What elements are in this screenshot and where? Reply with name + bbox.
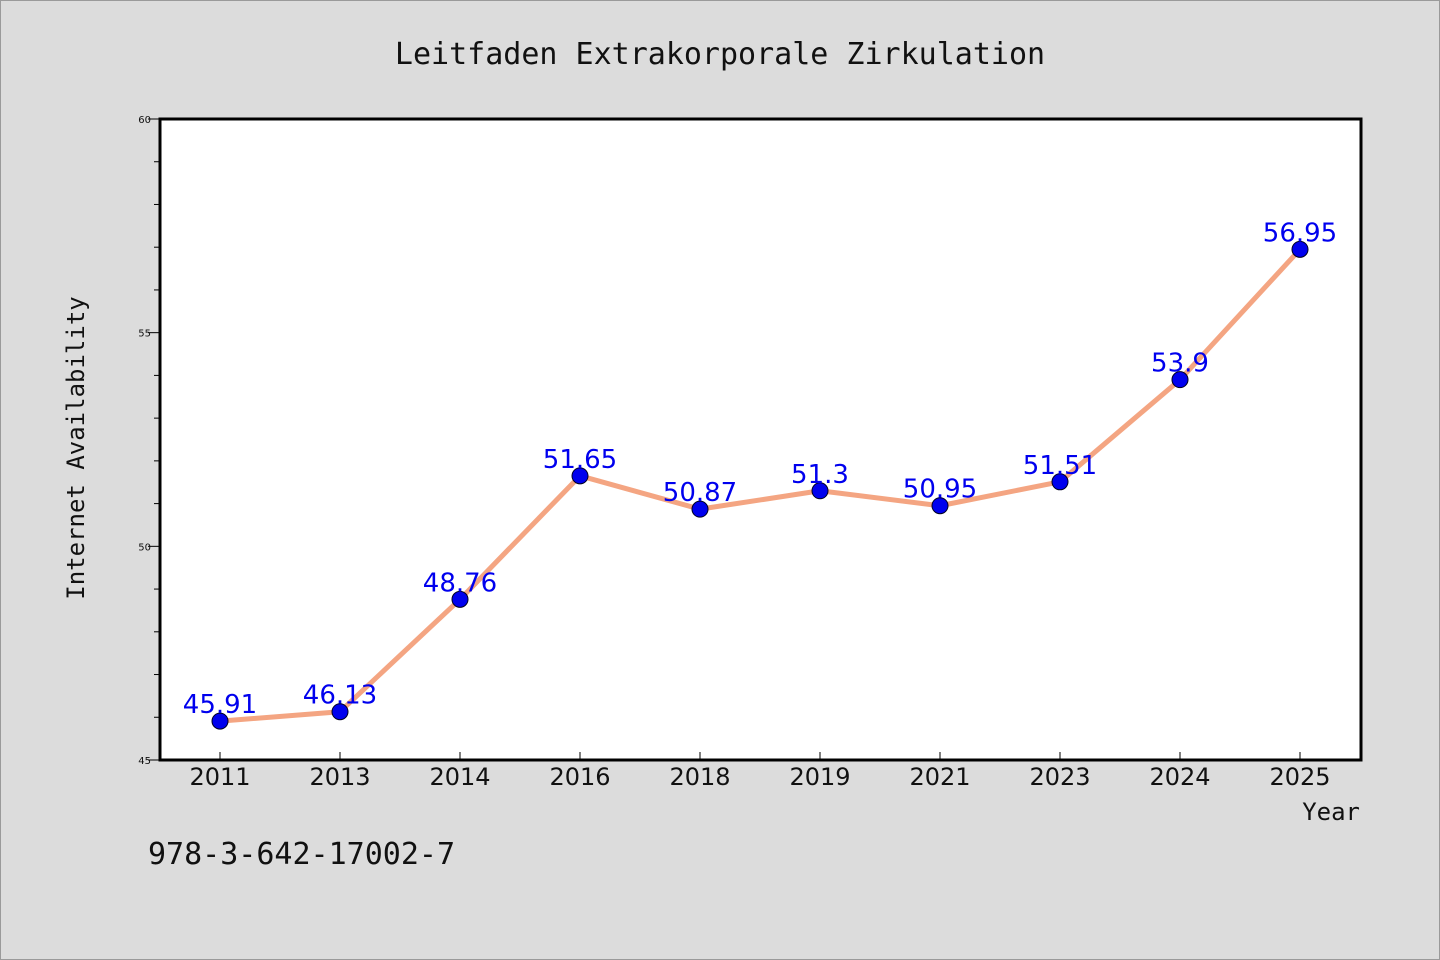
series-line xyxy=(217,246,1303,724)
data-label: 51.3 xyxy=(791,460,849,490)
data-point xyxy=(811,482,829,500)
data-point xyxy=(331,703,349,721)
x-tick-label: 2021 xyxy=(909,763,970,791)
chart-title: Leitfaden Extrakorporale Zirkulation xyxy=(395,37,1045,72)
data-label: 56.95 xyxy=(1263,218,1337,248)
x-tick-label: 2011 xyxy=(189,763,250,791)
isbn-text: 978-3-642-17002-7 xyxy=(148,837,455,872)
data-label: 45.91 xyxy=(183,690,257,720)
series-line-group xyxy=(217,246,1303,724)
y-axis-label: Internet Availability xyxy=(62,296,90,599)
data-markers xyxy=(211,240,1309,730)
data-point xyxy=(1291,240,1309,258)
x-tick-label: 2014 xyxy=(429,763,490,791)
x-tick-label: 2024 xyxy=(1149,763,1210,791)
data-point xyxy=(571,467,589,485)
y-tick-label: 45 xyxy=(138,756,151,767)
x-tick-label: 2023 xyxy=(1029,763,1090,791)
data-point xyxy=(1171,371,1189,389)
data-label: 50.95 xyxy=(903,475,977,505)
x-axis-label: Year xyxy=(1302,798,1360,826)
data-point xyxy=(691,500,709,518)
data-label: 46.13 xyxy=(303,681,377,711)
plot-area xyxy=(158,117,1363,762)
data-point xyxy=(1051,473,1069,491)
data-labels: 45.91 46.13 48.76 51.65 50.87 51.3 50.95 51.51 5… xyxy=(183,218,1337,720)
y-axis: 45 50 55 60 xyxy=(138,115,160,767)
x-tick-label: 2018 xyxy=(669,763,730,791)
x-tick-label: 2016 xyxy=(549,763,610,791)
x-tick-label: 2019 xyxy=(789,763,850,791)
y-tick-label: 55 xyxy=(138,329,151,340)
x-tick-label: 2025 xyxy=(1269,763,1330,791)
data-label: 50.87 xyxy=(663,478,737,508)
data-label: 51.65 xyxy=(543,445,617,475)
data-label: 48.76 xyxy=(423,568,497,598)
y-tick-label: 50 xyxy=(138,542,151,553)
data-point xyxy=(451,590,469,608)
y-tick-label: 60 xyxy=(138,115,151,126)
data-point xyxy=(931,497,949,515)
data-label: 53.9 xyxy=(1151,349,1209,379)
x-axis: 2011 2013 2014 2016 2018 2019 2021 2023 2024 2025 xyxy=(189,752,1331,791)
data-label: 51.51 xyxy=(1023,451,1097,481)
data-point xyxy=(211,712,229,730)
x-tick-label: 2013 xyxy=(309,763,370,791)
